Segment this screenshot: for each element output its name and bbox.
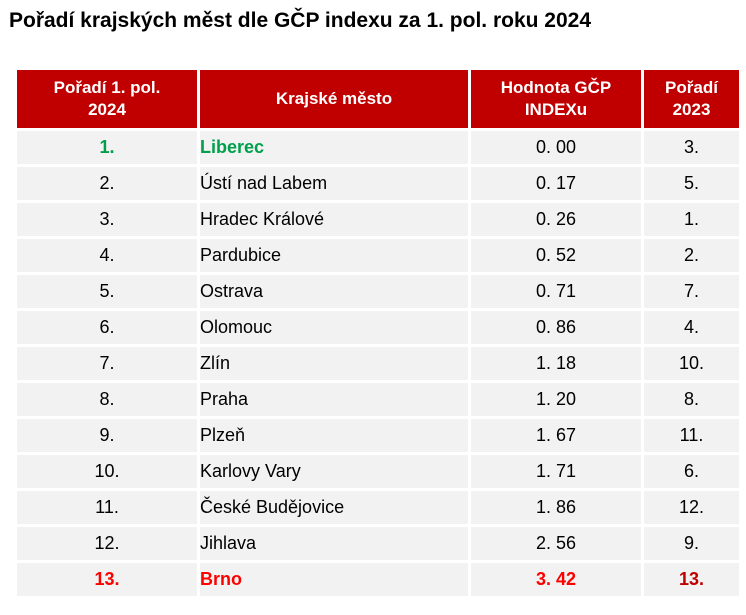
index-value-cell: 1. 18 [471,347,641,380]
table-row: 9. Plzeň 1. 67 11. [17,419,739,452]
index-value-cell: 3. 42 [471,563,641,596]
prev-rank-cell: 3. [644,131,739,164]
index-value-cell: 0. 00 [471,131,641,164]
rank-cell: 2. [17,167,197,200]
prev-rank-cell: 6. [644,455,739,488]
prev-rank-cell: 2. [644,239,739,272]
index-value-cell: 0. 52 [471,239,641,272]
index-value-cell: 2. 56 [471,527,641,560]
rank-cell: 7. [17,347,197,380]
table-row: 3. Hradec Králové 0. 26 1. [17,203,739,236]
city-cell: Hradec Králové [200,203,468,236]
prev-rank-cell: 9. [644,527,739,560]
index-value-cell: 1. 67 [471,419,641,452]
rank-cell: 3. [17,203,197,236]
ranking-table: Pořadí 1. pol. 2024 Krajské město Hodnota… [14,67,742,599]
city-cell: Ústí nad Labem [200,167,468,200]
table-row: 4. Pardubice 0. 52 2. [17,239,739,272]
index-value-cell: 0. 26 [471,203,641,236]
prev-rank-cell: 11. [644,419,739,452]
prev-rank-cell: 13. [644,563,739,596]
rank-cell: 12. [17,527,197,560]
city-cell: Liberec [200,131,468,164]
rank-cell: 11. [17,491,197,524]
header-rank-2023-line2: 2023 [672,100,711,119]
header-rank-2023: Pořadí 2023 [644,70,739,128]
header-index-value: Hodnota GČP INDEXu [471,70,641,128]
rank-cell: 13. [17,563,197,596]
rank-cell: 10. [17,455,197,488]
prev-rank-cell: 1. [644,203,739,236]
table-row: 2. Ústí nad Labem 0. 17 5. [17,167,739,200]
city-cell: Pardubice [200,239,468,272]
header-rank-2024-line1: Pořadí 1. pol. [53,78,161,97]
table-row: 6. Olomouc 0. 86 4. [17,311,739,344]
table-row: 13. Brno 3. 42 13. [17,563,739,596]
city-cell: Ostrava [200,275,468,308]
rank-cell: 6. [17,311,197,344]
city-cell: Karlovy Vary [200,455,468,488]
rank-cell: 9. [17,419,197,452]
header-rank-2024: Pořadí 1. pol. 2024 [17,70,197,128]
table-row: 5. Ostrava 0. 71 7. [17,275,739,308]
header-city-label: Krajské město [275,89,393,108]
index-value-cell: 0. 71 [471,275,641,308]
city-cell: Jihlava [200,527,468,560]
city-cell: Olomouc [200,311,468,344]
table-row: 12. Jihlava 2. 56 9. [17,527,739,560]
header-rank-2023-line1: Pořadí [665,78,718,97]
header-index-value-line1: Hodnota GČP [500,78,612,97]
rank-cell: 4. [17,239,197,272]
city-cell: České Budějovice [200,491,468,524]
index-value-cell: 0. 86 [471,311,641,344]
index-value-cell: 1. 86 [471,491,641,524]
city-cell: Brno [200,563,468,596]
prev-rank-cell: 4. [644,311,739,344]
header-city: Krajské město [200,70,468,128]
rank-cell: 1. [17,131,197,164]
prev-rank-cell: 8. [644,383,739,416]
table-header-row: Pořadí 1. pol. 2024 Krajské město Hodnota… [17,70,739,128]
index-value-cell: 0. 17 [471,167,641,200]
table-row: 7. Zlín 1. 18 10. [17,347,739,380]
header-index-value-line2: INDEXu [524,100,588,119]
index-value-cell: 1. 20 [471,383,641,416]
rank-cell: 5. [17,275,197,308]
index-value-cell: 1. 71 [471,455,641,488]
table-row: 8. Praha 1. 20 8. [17,383,739,416]
prev-rank-cell: 12. [644,491,739,524]
table-row: 1. Liberec 0. 00 3. [17,131,739,164]
rank-cell: 8. [17,383,197,416]
table-row: 10. Karlovy Vary 1. 71 6. [17,455,739,488]
table-row: 11. České Budějovice 1. 86 12. [17,491,739,524]
page-title: Pořadí krajských měst dle GČP indexu za … [9,9,592,32]
city-cell: Praha [200,383,468,416]
prev-rank-cell: 7. [644,275,739,308]
city-cell: Zlín [200,347,468,380]
prev-rank-cell: 5. [644,167,739,200]
city-cell: Plzeň [200,419,468,452]
prev-rank-cell: 10. [644,347,739,380]
header-rank-2024-line2: 2024 [88,100,126,119]
